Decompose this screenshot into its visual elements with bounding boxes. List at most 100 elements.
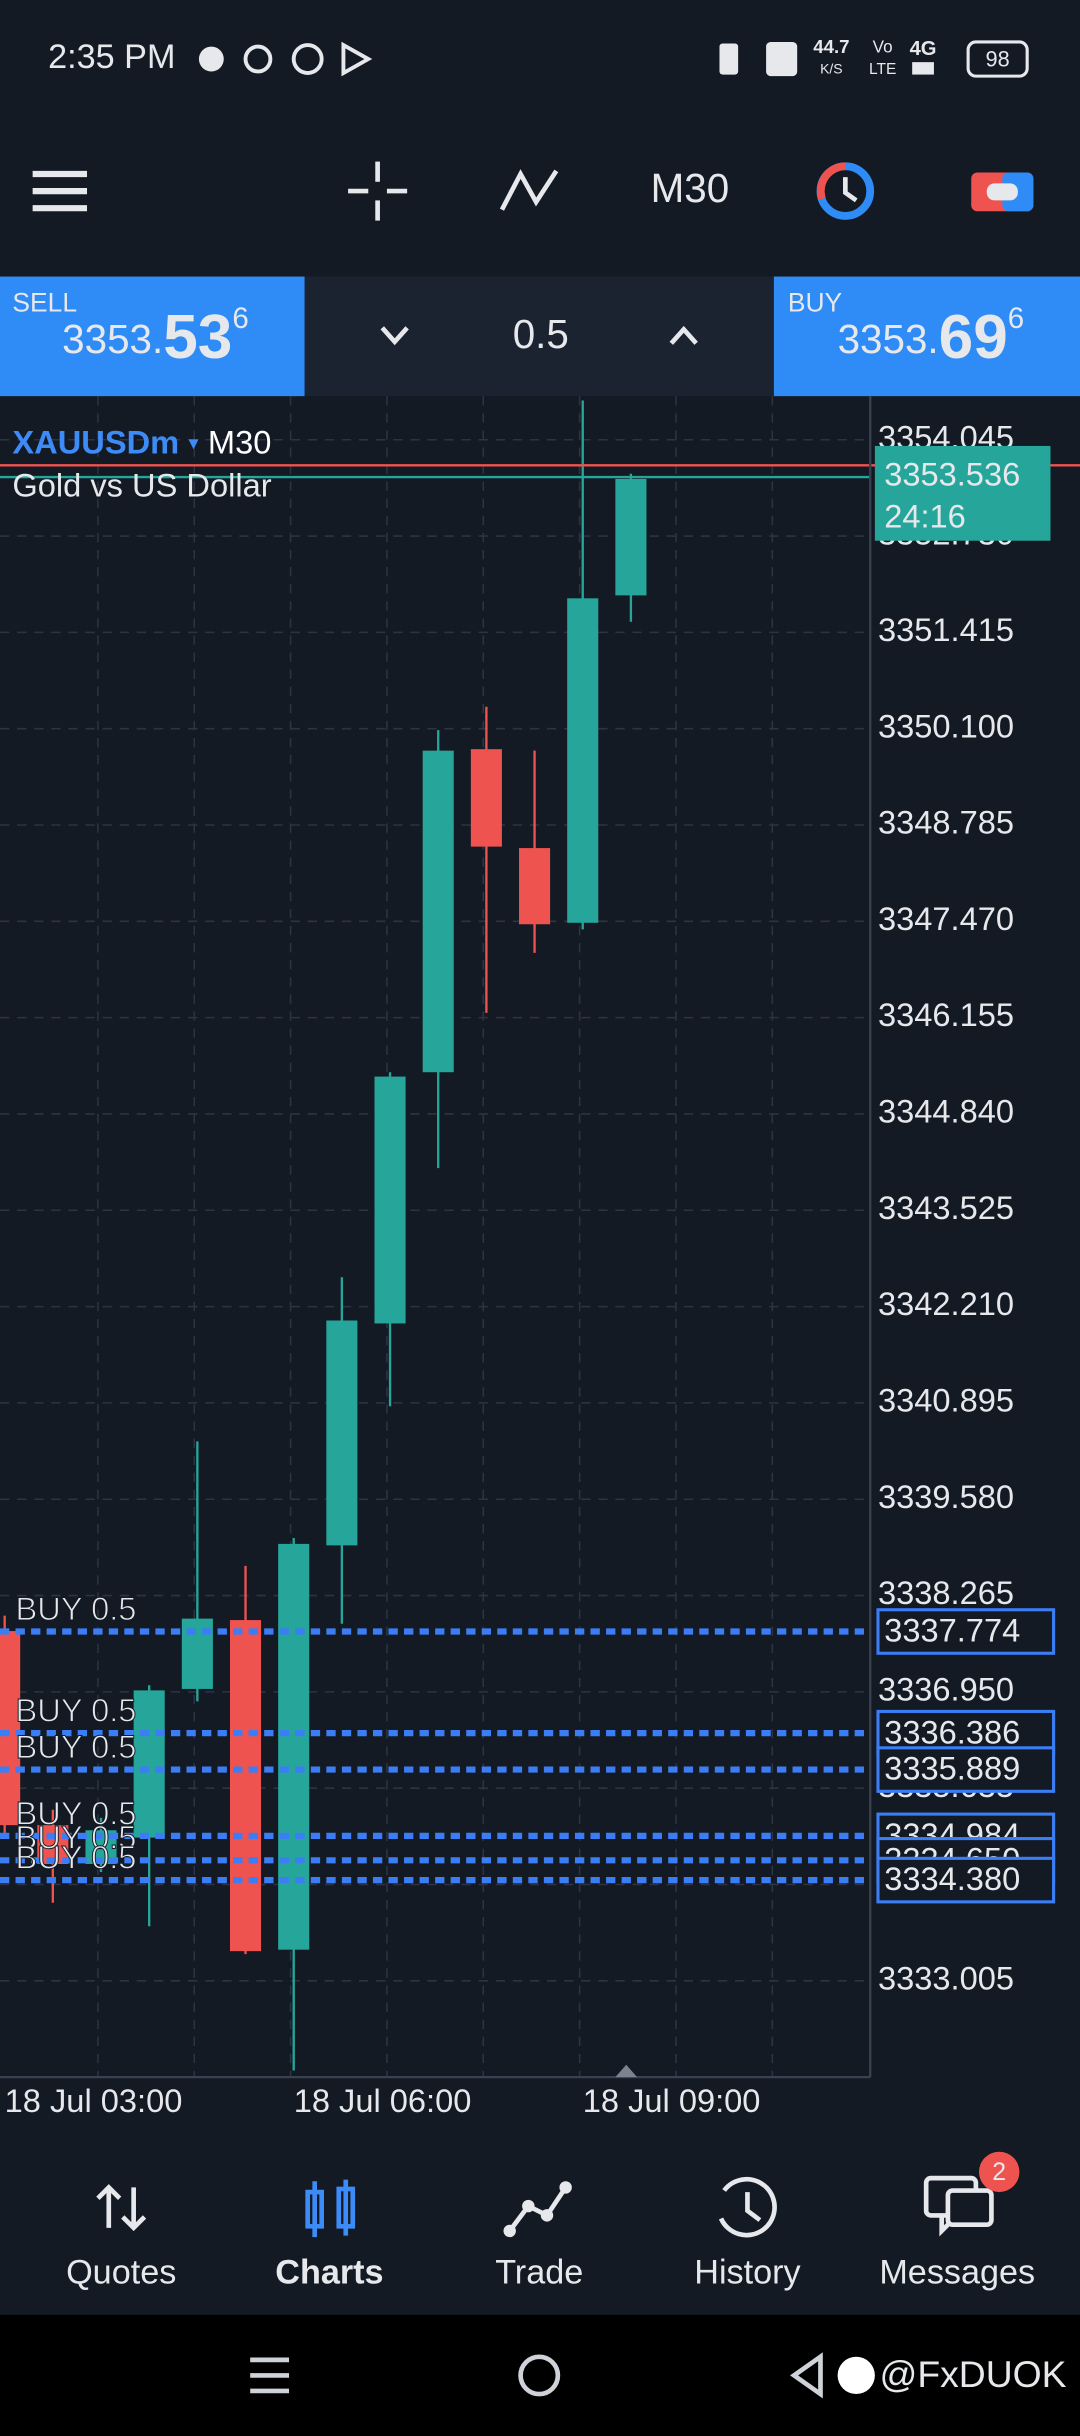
nav-quotes-icon	[96, 2184, 147, 2232]
volte: Vo	[873, 38, 893, 57]
order-price-box	[876, 1856, 1056, 1904]
crosshair-button[interactable]	[348, 161, 408, 221]
bottom-nav: Quotes Charts Trade History Messages 2	[66, 2151, 1035, 2291]
y-tick-label: 3339.580	[878, 1478, 1014, 1515]
order-price-label: 3336.386	[884, 1713, 1020, 1750]
home-button[interactable]	[518, 2354, 561, 2397]
buy-button[interactable]: BUY 3353.696	[773, 276, 1080, 397]
order-label: BUY 0.5	[16, 1794, 137, 1831]
nav-label[interactable]: Messages	[879, 2253, 1035, 2291]
status-bar: 2:35 PM 44.7 K/S Vo LTE 4G 98	[48, 36, 1029, 78]
y-tick-label: 3348.785	[878, 804, 1014, 841]
facebook-icon	[837, 2356, 875, 2395]
app-icon	[291, 43, 324, 75]
one-click-button[interactable]	[971, 172, 1034, 212]
system-nav: @FxDUOK	[0, 2314, 1080, 2436]
app-icon	[243, 44, 273, 74]
messages-badge: 2	[992, 2158, 1006, 2186]
app-icon	[341, 41, 373, 77]
current-price-label: 3353.536	[884, 456, 1020, 493]
signal-icon	[912, 62, 934, 75]
nav-charts-icon	[305, 2179, 356, 2238]
y-tick-label: 3343.525	[878, 1189, 1014, 1226]
order-price-label: 3335.889	[884, 1750, 1020, 1787]
status-time: 2:35 PM	[48, 38, 175, 76]
candle-body	[278, 1543, 310, 1950]
indicators-button[interactable]	[499, 169, 559, 211]
network: 4G	[910, 38, 937, 60]
y-tick-label: 3333.005	[878, 1959, 1014, 1996]
candle-body	[422, 750, 454, 1073]
nav-messages-icon	[923, 2175, 994, 2237]
nav-label[interactable]: Charts	[275, 2253, 383, 2291]
candle-body	[133, 1690, 165, 1838]
buy-price: 3353.696	[838, 302, 1025, 372]
candle-body	[519, 848, 551, 925]
nav-labels: Quotes Charts Trade History Messages	[66, 2253, 1035, 2291]
chart-symbol[interactable]: XAUUSDm ▾ M30	[12, 423, 271, 460]
toolbar: M30	[32, 161, 1034, 221]
candle-body	[374, 1076, 406, 1324]
nav-label[interactable]: Trade	[495, 2253, 583, 2291]
order-price-label: 3337.774	[884, 1612, 1020, 1649]
sell-button[interactable]: SELL 3353.536	[0, 276, 305, 397]
y-tick-label: 3342.210	[878, 1285, 1014, 1322]
scroll-marker	[615, 2064, 638, 2078]
time-axis: 18 Jul 03:00 18 Jul 06:00 18 Jul 09:00	[5, 2082, 761, 2119]
order-price-box	[876, 1746, 1056, 1793]
order-label: BUY 0.5	[16, 1819, 137, 1856]
x-tick-label: 18 Jul 09:00	[583, 2082, 761, 2119]
y-tick-label: 3344.840	[878, 1093, 1014, 1130]
nav-label[interactable]: Quotes	[66, 2253, 176, 2291]
volume[interactable]: 0.5	[513, 311, 569, 357]
badge	[978, 2151, 1020, 2193]
candle-body	[470, 749, 502, 847]
sell-price: 3353.536	[62, 302, 249, 372]
volume-panel	[304, 276, 774, 397]
countdown: 24:16	[884, 498, 966, 535]
price-markers: 3353.536 24:16	[0, 445, 1080, 541]
timeframe-button[interactable]: M30	[651, 165, 730, 211]
volume-up[interactable]	[669, 325, 698, 345]
recents-button[interactable]	[250, 2357, 290, 2394]
chart-description: Gold vs US Dollar	[12, 466, 271, 503]
sell-label: SELL	[12, 287, 77, 317]
y-tick-label: 3351.415	[878, 611, 1014, 648]
app-icon	[198, 46, 224, 72]
price-axis: 3333.0053334.3203335.6353336.9503338.265…	[878, 418, 1014, 1996]
candle-body	[229, 1620, 262, 1952]
nav-trade-icon	[503, 2181, 572, 2238]
candle-body	[615, 478, 647, 596]
net-speed: 44.7	[813, 36, 849, 57]
net-speed-unit: K/S	[820, 61, 843, 77]
y-tick-label: 3340.895	[878, 1382, 1014, 1419]
volume-down[interactable]	[380, 326, 409, 346]
y-tick-label: 3336.950	[878, 1670, 1014, 1707]
buy-label: BUY	[788, 287, 843, 317]
y-tick-label: 3350.100	[878, 707, 1014, 744]
battery-icon	[966, 40, 1029, 78]
order-label: BUY 0.5	[16, 1590, 137, 1627]
candle-body	[326, 1320, 358, 1546]
lte: LTE	[869, 61, 896, 78]
nav-label[interactable]: History	[694, 2253, 801, 2291]
current-price-box	[874, 445, 1051, 541]
y-tick-label: 3346.155	[878, 996, 1014, 1033]
clock-button[interactable]	[816, 162, 875, 220]
battery-level: 98	[986, 46, 1010, 71]
menu-button[interactable]	[32, 170, 88, 212]
candle-body	[0, 1631, 21, 1826]
back-button[interactable]	[790, 2352, 823, 2399]
vibrate-icon	[719, 43, 739, 75]
y-tick-label: 3338.265	[878, 1574, 1014, 1611]
chart: 3333.0053334.3203335.6353336.9503338.265…	[0, 396, 1080, 2119]
nfc-icon	[766, 41, 798, 77]
order-price-label: 3334.380	[884, 1860, 1020, 1897]
x-tick-label: 18 Jul 06:00	[294, 2082, 472, 2119]
x-tick-label: 18 Jul 03:00	[5, 2082, 183, 2119]
candle-body	[567, 598, 599, 923]
system-nav-bg	[0, 2314, 1080, 2436]
order-label: BUY 0.5	[16, 1692, 137, 1729]
